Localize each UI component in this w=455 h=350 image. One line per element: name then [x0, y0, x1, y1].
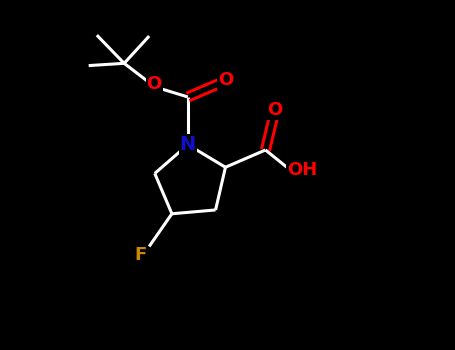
Text: O: O: [218, 71, 233, 89]
Text: N: N: [180, 135, 196, 154]
Text: F: F: [135, 246, 147, 264]
Text: OH: OH: [287, 161, 317, 180]
Text: O: O: [268, 102, 283, 119]
Text: O: O: [147, 75, 162, 93]
